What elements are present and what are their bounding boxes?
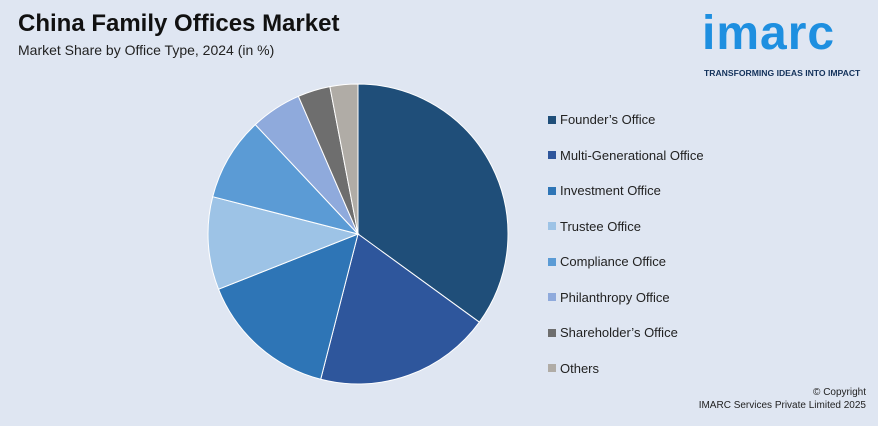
legend-item: Investment Office <box>548 173 704 209</box>
legend-item: Multi-Generational Office <box>548 138 704 174</box>
legend-label: Shareholder’s Office <box>560 325 678 341</box>
pie-chart <box>207 83 509 385</box>
pie-slice-trustee-office <box>207 196 360 290</box>
chart-legend: Founder’s Office Multi-Generational Offic… <box>548 102 704 386</box>
legend-swatch <box>548 257 556 266</box>
pie-slice-multi-generational-office <box>320 233 481 385</box>
pie-slice-investment-office <box>217 233 359 380</box>
pie-slice-founder-s-office <box>357 83 509 323</box>
legend-item: Compliance Office <box>548 244 704 280</box>
legend-swatch <box>548 328 556 337</box>
legend-item: Founder’s Office <box>548 102 704 138</box>
copyright-line-1: © Copyright <box>813 387 866 398</box>
legend-swatch <box>548 293 556 302</box>
legend-label: Investment Office <box>560 183 661 199</box>
chart-subtitle: Market Share by Office Type, 2024 (in %) <box>18 42 275 58</box>
legend-item: Trustee Office <box>548 209 704 245</box>
legend-swatch <box>548 115 556 124</box>
imarc-logo: imarc TRANSFORMING IDEAS INTO IMPACT <box>700 7 872 80</box>
legend-swatch <box>548 364 556 373</box>
legend-label: Trustee Office <box>560 218 641 234</box>
legend-label: Compliance Office <box>560 254 666 270</box>
legend-label: Others <box>560 360 600 376</box>
pie-slice-others <box>329 83 359 235</box>
copyright: © Copyright IMARC Services Private Limit… <box>699 386 866 412</box>
legend-label: Founder’s Office <box>560 112 656 128</box>
logo-tagline: TRANSFORMING IDEAS INTO IMPACT <box>704 68 861 78</box>
legend-item: Others <box>548 351 704 387</box>
copyright-line-2: IMARC Services Private Limited 2025 <box>698 400 866 411</box>
legend-swatch <box>548 222 556 231</box>
legend-label: Multi-Generational Office <box>560 147 704 163</box>
legend-item: Philanthropy Office <box>548 280 704 316</box>
logo-wordmark: imarc <box>702 7 836 60</box>
legend-swatch <box>548 186 556 195</box>
legend-label: Philanthropy Office <box>560 289 670 305</box>
chart-title: China Family Offices Market <box>18 10 340 37</box>
legend-swatch <box>548 151 556 160</box>
pie-slice-compliance-office <box>212 123 360 235</box>
legend-item: Shareholder’s Office <box>548 315 704 351</box>
